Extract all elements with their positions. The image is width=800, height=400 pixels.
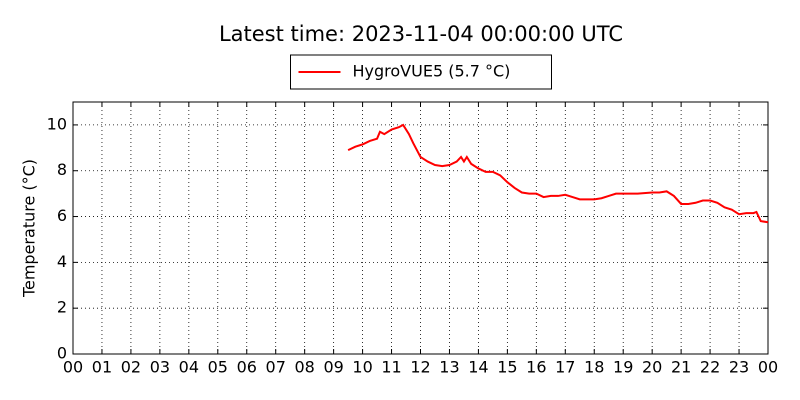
x-tick-label: 05 (208, 358, 228, 377)
x-tick-label: 13 (439, 358, 459, 377)
x-tick-label: 11 (381, 358, 401, 377)
y-axis-label: Temperature (°C) (20, 159, 39, 298)
x-tick-label: 20 (642, 358, 662, 377)
x-tick-label: 17 (555, 358, 575, 377)
x-tick-label: 08 (294, 358, 314, 377)
x-tick-label: 12 (410, 358, 430, 377)
x-tick-label: 23 (729, 358, 749, 377)
x-tick-label: 00 (758, 358, 778, 377)
chart-title: Latest time: 2023-11-04 00:00:00 UTC (219, 22, 623, 46)
x-tick-label: 19 (613, 358, 633, 377)
x-tick-label: 09 (323, 358, 343, 377)
series-line (347, 123, 769, 224)
x-tick-label: 15 (497, 358, 517, 377)
y-tick-label: 6 (57, 206, 67, 225)
x-tick-label: 14 (468, 358, 488, 377)
y-tick-label: 0 (57, 344, 67, 363)
x-tick-label: 00 (63, 358, 83, 377)
y-tick-label: 2 (57, 298, 67, 317)
x-tick-label: 07 (266, 358, 286, 377)
x-tick-label: 16 (526, 358, 546, 377)
y-tick-label: 4 (57, 252, 67, 271)
x-tick-label: 18 (584, 358, 604, 377)
y-tick-label: 8 (57, 160, 67, 179)
y-tick-label: 10 (47, 114, 67, 133)
x-tick-label: 21 (671, 358, 691, 377)
x-tick-label: 10 (352, 358, 372, 377)
x-tick-label: 22 (700, 358, 720, 377)
x-tick-label: 01 (92, 358, 112, 377)
x-tick-label: 06 (237, 358, 257, 377)
x-tick-label: 03 (150, 358, 170, 377)
plot-frame (72, 101, 769, 355)
legend-label: HygroVUE5 (5.7 °C) (353, 62, 511, 81)
x-tick-label: 02 (121, 358, 141, 377)
x-tick-label: 04 (179, 358, 199, 377)
